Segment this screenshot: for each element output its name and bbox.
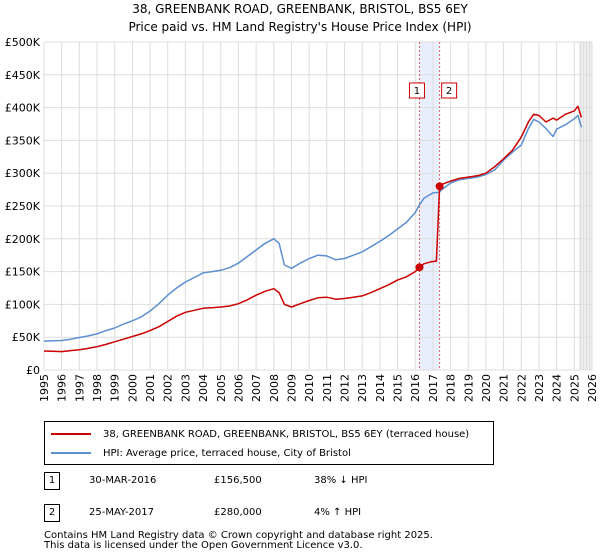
transaction-date: 30-MAR-2016	[89, 475, 157, 486]
transaction-date: 25-MAY-2017	[89, 507, 155, 518]
transaction-price: £280,000	[214, 507, 262, 518]
x-tick-label: 2018	[445, 374, 458, 402]
transaction-label-box	[408, 82, 425, 99]
transaction-price: £156,500	[214, 475, 262, 486]
x-tick-label: 2012	[339, 374, 352, 402]
x-tick-label: 2020	[480, 374, 493, 402]
footer-licence: This data is licensed under the Open Gov…	[44, 540, 363, 551]
y-tick-label: £400K	[5, 102, 41, 115]
hpi-line	[43, 114, 583, 342]
y-tick-label: £50K	[12, 331, 41, 344]
transaction-point	[415, 263, 424, 272]
x-tick-label: 2005	[215, 374, 228, 402]
transaction-hpi-diff: 38% ↓ HPI	[314, 475, 368, 486]
transaction-label-box	[441, 82, 458, 99]
x-tick-label: 2000	[126, 374, 139, 402]
legend-label-property: 38, GREENBANK ROAD, GREENBANK, BRISTOL, …	[103, 428, 470, 440]
x-tick-label: 1997	[73, 374, 86, 402]
y-tick-label: £500K	[5, 36, 41, 49]
chart-title-block: 38, GREENBANK ROAD, GREENBANK, BRISTOL, …	[0, 0, 600, 36]
x-tick-label: 2014	[374, 374, 387, 402]
x-tick-label: 2023	[533, 374, 546, 402]
x-tick-label: 2002	[162, 374, 175, 402]
transaction-row: 1 30-MAR-2016 £156,500 38% ↓ HPI	[44, 472, 444, 492]
legend-label-hpi: HPI: Average price, terraced house, City…	[103, 447, 351, 459]
x-tick-label: 1995	[38, 374, 51, 402]
x-tick-label: 2007	[250, 374, 263, 402]
y-tick-label: £450K	[5, 69, 41, 82]
legend: 38, GREENBANK ROAD, GREENBANK, BRISTOL, …	[44, 421, 494, 465]
x-tick-label: 2010	[303, 374, 316, 402]
x-tick-label: 2019	[462, 374, 475, 402]
price-chart: 1 2 £0 £50K £100K £150K £200K £250K £300K £350K £4…	[5, 36, 599, 402]
x-tick-label: 2026	[586, 374, 599, 402]
transaction-label: 1	[414, 86, 420, 97]
legend-item-property: 38, GREENBANK ROAD, GREENBANK, BRISTOL, …	[51, 425, 469, 443]
x-tick-label: 2004	[197, 374, 210, 402]
x-tick-label: 2006	[232, 374, 245, 402]
x-tick-label: 2025	[568, 374, 581, 402]
legend-item-hpi: HPI: Average price, terraced house, City…	[51, 444, 351, 462]
x-tick-label: 1996	[56, 374, 69, 402]
legend-swatch-property	[51, 433, 91, 435]
transaction-row: 2 25-MAY-2017 £280,000 4% ↑ HPI	[44, 504, 444, 524]
y-tick-label: £200K	[5, 233, 41, 246]
y-tick-label: £350K	[5, 134, 41, 147]
footer: Contains HM Land Registry data © Crown c…	[44, 531, 433, 551]
property-price-line	[43, 105, 583, 353]
transaction-hpi-diff: 4% ↑ HPI	[314, 507, 362, 518]
transaction-number: 1	[44, 472, 60, 490]
x-tick-label: 2021	[498, 374, 511, 402]
footer-copyright: Contains HM Land Registry data © Crown c…	[44, 530, 433, 541]
transaction-number: 2	[44, 504, 60, 522]
y-tick-label: £0	[26, 364, 40, 377]
y-tick-label: £250K	[5, 200, 41, 213]
x-tick-label: 2003	[179, 374, 192, 402]
x-tick-label: 2017	[427, 374, 440, 402]
legend-swatch-hpi	[51, 452, 91, 454]
x-tick-label: 1999	[109, 374, 122, 402]
x-tick-label: 2022	[515, 374, 528, 402]
x-tick-label: 2008	[268, 374, 281, 402]
y-tick-label: £150K	[5, 266, 41, 279]
chart-title: 38, GREENBANK ROAD, GREENBANK, BRISTOL, …	[132, 2, 468, 16]
y-tick-label: £300K	[5, 167, 41, 180]
chart-subtitle: Price paid vs. HM Land Registry's House …	[128, 20, 472, 34]
x-tick-label: 2016	[409, 374, 422, 402]
x-tick-label: 2015	[392, 374, 405, 402]
transaction-point	[435, 182, 444, 191]
x-tick-label: 2001	[144, 374, 157, 402]
y-tick-label: £100K	[5, 298, 41, 311]
x-tick-label: 2011	[321, 374, 334, 402]
x-tick-label: 2009	[285, 374, 298, 402]
x-tick-label: 1998	[91, 374, 104, 402]
x-tick-label: 2013	[356, 374, 369, 402]
transaction-label: 2	[446, 86, 452, 97]
x-tick-label: 2024	[551, 374, 564, 402]
